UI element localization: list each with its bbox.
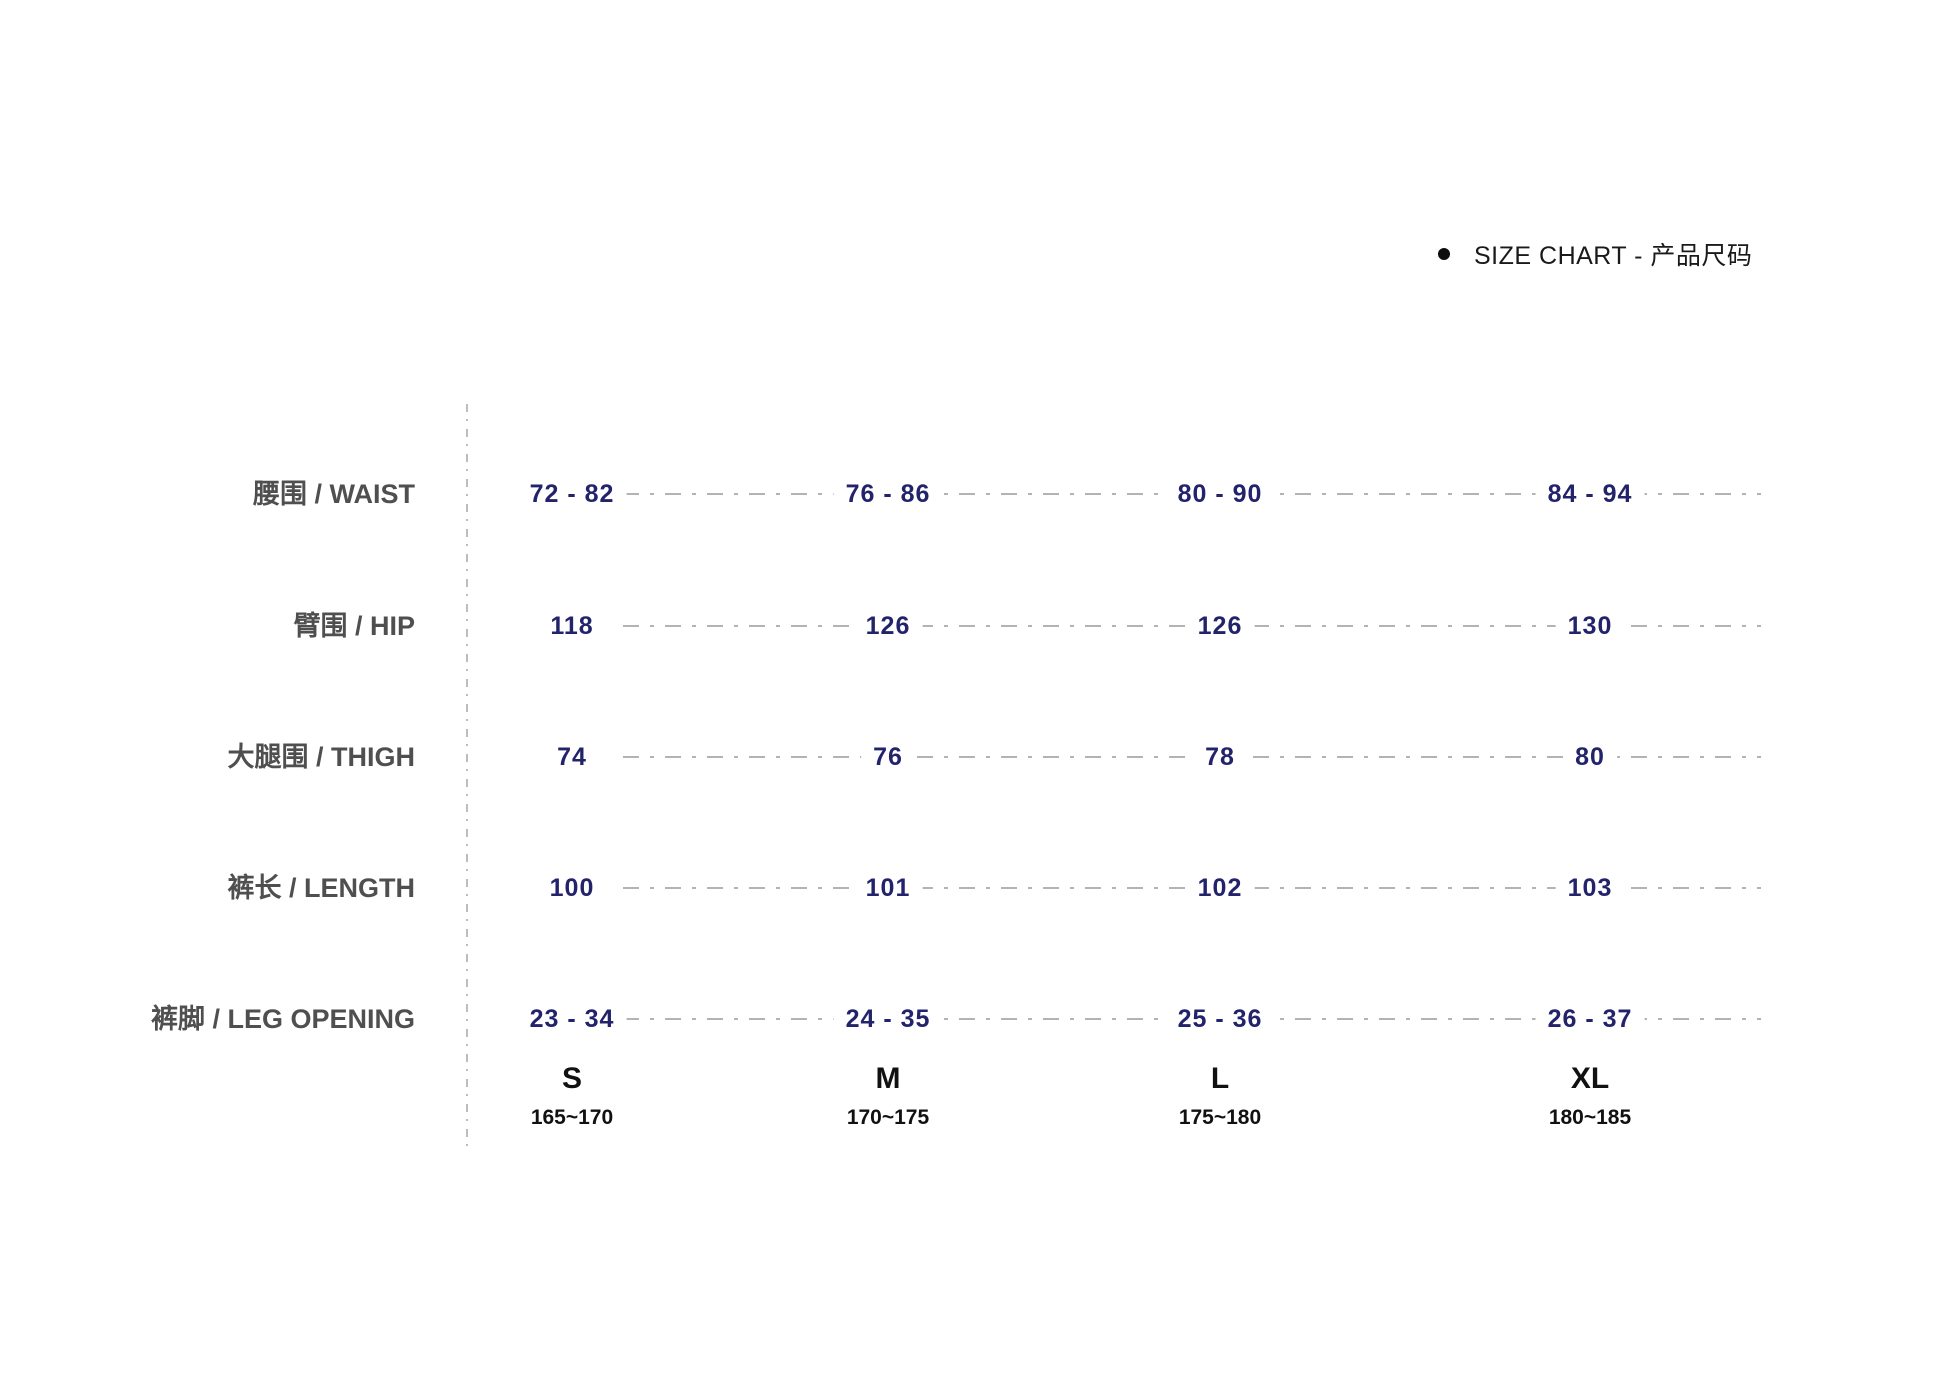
size-footer-row: S 165~170 M 170~175 L 175~180 XL 180~185 <box>505 1062 1765 1152</box>
measurement-row-waist: 腰围 / WAIST 72 - 82 76 - 86 80 - 90 84 - … <box>0 472 1765 516</box>
hip-value-l: 126 <box>1185 604 1255 648</box>
size-label-xl: XL <box>1570 1062 1610 1095</box>
row-label-hip: 臂围 / HIP <box>293 611 415 641</box>
hip-value-xl: 130 <box>1555 604 1625 648</box>
hip-value-s: 118 <box>538 604 606 648</box>
row-track: 118 126 126 130 <box>505 604 1765 648</box>
row-track: 23 - 34 24 - 35 25 - 36 26 - 37 <box>505 997 1765 1041</box>
leg-opening-value-m: 24 - 35 <box>833 997 943 1041</box>
size-label-l: L <box>1210 1062 1230 1095</box>
row-label-leg-opening: 裤脚 / LEG OPENING <box>150 1004 415 1034</box>
size-column-m: M 170~175 <box>847 1062 929 1130</box>
thigh-value-l: 78 <box>1193 735 1247 779</box>
row-track: 74 76 78 80 <box>505 735 1765 779</box>
ring-bullet-icon <box>1438 248 1450 260</box>
row-track: 72 - 82 76 - 86 80 - 90 84 - 94 <box>505 472 1765 516</box>
waist-value-l: 80 - 90 <box>1165 472 1275 516</box>
size-column-l: L 175~180 <box>1179 1062 1261 1130</box>
waist-value-m: 76 - 86 <box>833 472 943 516</box>
measurement-row-leg-opening: 裤脚 / LEG OPENING 23 - 34 24 - 35 25 - 36… <box>0 997 1765 1041</box>
chart-title-block: SIZE CHART - 产品尺码 <box>1438 236 1752 272</box>
leg-opening-value-s: 23 - 34 <box>517 997 627 1041</box>
vertical-dashed-divider <box>466 404 468 1152</box>
length-value-m: 101 <box>853 866 923 910</box>
dashed-connector-line <box>623 756 1761 758</box>
size-column-xl: XL 180~185 <box>1549 1062 1631 1130</box>
size-label-m: M <box>875 1062 901 1095</box>
row-label-waist: 腰围 / WAIST <box>253 479 415 509</box>
measurement-row-hip: 臂围 / HIP 118 126 126 130 <box>0 604 1765 648</box>
size-height-l: 175~180 <box>1178 1106 1262 1129</box>
size-label-s: S <box>561 1062 582 1095</box>
row-track: 100 101 102 103 <box>505 866 1765 910</box>
length-value-s: 100 <box>537 866 607 910</box>
measurement-row-length: 裤长 / LENGTH 100 101 102 103 <box>0 866 1765 910</box>
length-value-xl: 103 <box>1555 866 1625 910</box>
measurement-row-thigh: 大腿围 / THIGH 74 76 78 80 <box>0 735 1765 779</box>
row-label-length: 裤长 / LENGTH <box>227 873 416 903</box>
waist-value-s: 72 - 82 <box>517 472 627 516</box>
waist-value-xl: 84 - 94 <box>1535 472 1645 516</box>
leg-opening-value-xl: 26 - 37 <box>1535 997 1645 1041</box>
row-label-thigh: 大腿围 / THIGH <box>227 742 416 772</box>
thigh-value-xl: 80 <box>1563 735 1617 779</box>
thigh-value-s: 74 <box>545 735 599 779</box>
thigh-value-m: 76 <box>861 735 915 779</box>
size-height-m: 170~175 <box>846 1106 930 1129</box>
chart-title: SIZE CHART - 产品尺码 <box>1474 242 1753 270</box>
size-height-xl: 180~185 <box>1548 1106 1632 1129</box>
length-value-l: 102 <box>1185 866 1255 910</box>
size-column-s: S 165~170 <box>531 1062 613 1130</box>
leg-opening-value-l: 25 - 36 <box>1165 997 1275 1041</box>
size-height-s: 165~170 <box>530 1106 614 1129</box>
hip-value-m: 126 <box>853 604 923 648</box>
